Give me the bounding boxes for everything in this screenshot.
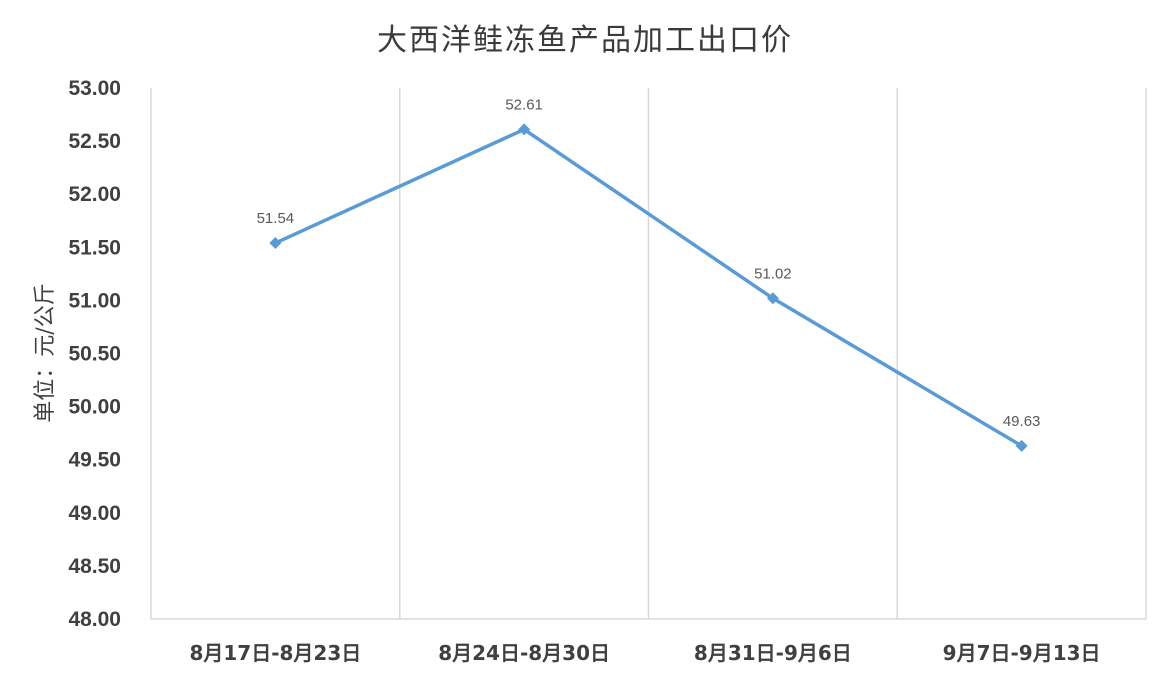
x-axis-ticks: 8月17日-8月23日 8月24日-8月30日 8月31日-9月6日 9月7日-9月1… [189, 641, 1100, 665]
y-tick-label: 50.00 [68, 396, 121, 419]
data-point-marker [1015, 439, 1028, 452]
y-tick-label: 53.00 [68, 77, 121, 100]
data-point-marker [766, 292, 779, 305]
data-label: 52.61 [505, 96, 543, 113]
x-tick-label: 8月24日-8月30日 [438, 641, 610, 665]
chart-title: 大西洋鲑冻鱼产品加工出口价 [377, 23, 793, 58]
data-point-marker [269, 237, 282, 250]
y-tick-label: 49.50 [68, 449, 121, 472]
y-tick-label: 49.00 [68, 502, 121, 525]
y-tick-label: 51.50 [68, 236, 121, 259]
y-tick-label: 52.50 [68, 130, 121, 153]
x-tick-label: 8月31日-9月6日 [694, 641, 852, 665]
x-tick-label: 8月17日-8月23日 [189, 641, 361, 665]
data-labels: 51.54 52.61 51.02 49.63 [257, 96, 1041, 429]
data-point-marker [518, 123, 531, 136]
data-label: 51.54 [257, 210, 295, 227]
y-tick-label: 48.00 [68, 608, 121, 631]
data-label: 49.63 [1003, 413, 1041, 430]
y-axis-label: 单位：元/公斤 [33, 283, 58, 422]
series-line [274, 127, 1023, 448]
y-axis-ticks: 48.00 48.50 49.00 49.50 50.00 50.50 51.00 51.50… [68, 77, 121, 631]
gridlines [150, 88, 1147, 620]
data-label: 51.02 [754, 265, 792, 282]
y-tick-label: 51.00 [68, 289, 121, 312]
y-tick-label: 50.50 [68, 343, 121, 366]
y-tick-label: 48.50 [68, 555, 121, 578]
y-tick-label: 52.00 [68, 183, 121, 206]
x-tick-label: 9月7日-9月13日 [943, 641, 1101, 665]
series-line-group [269, 123, 1028, 452]
